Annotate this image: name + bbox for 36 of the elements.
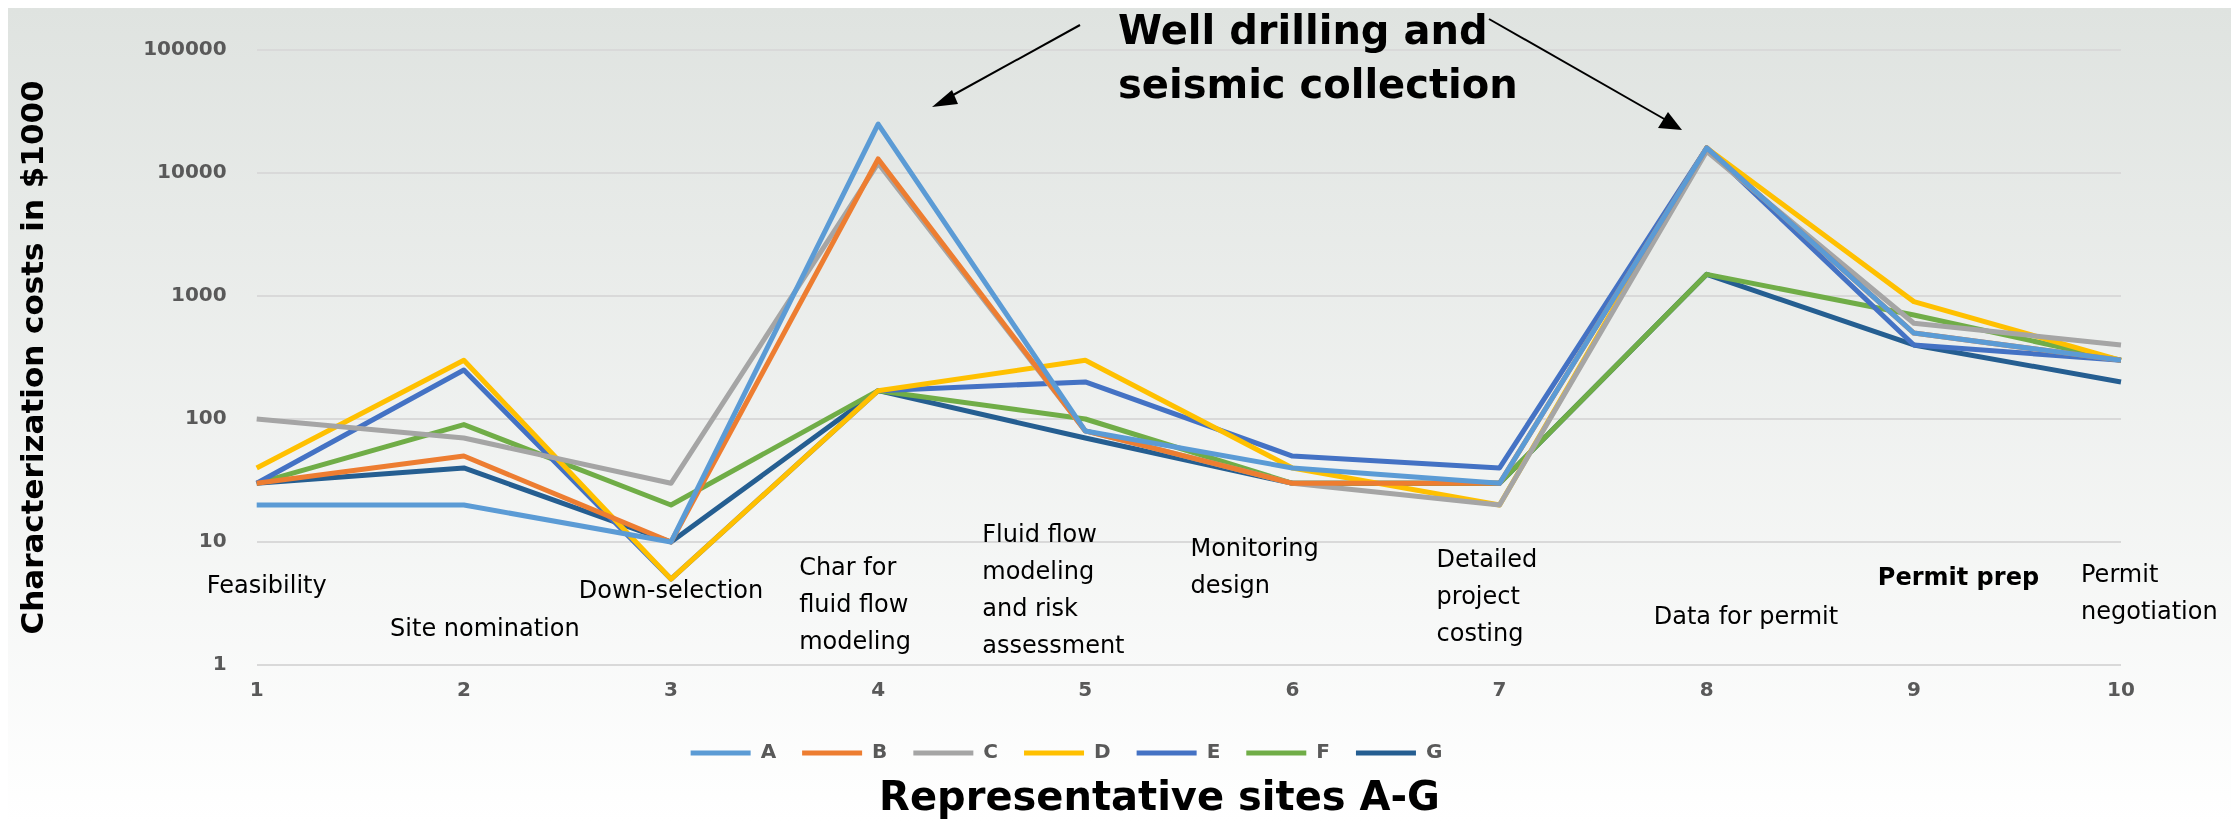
x-axis-title: Representative sites A-G [878, 773, 1441, 821]
legend-label: A [760, 739, 777, 764]
annotation: Permit negotiation [2081, 560, 2218, 626]
y-tick-label: 1 [212, 651, 227, 676]
x-tick-label: 3 [664, 677, 678, 702]
y-tick-label: 100000 [143, 36, 227, 61]
x-tick-label: 1 [249, 677, 264, 702]
legend-label: C [983, 739, 999, 764]
legend-label: G [1425, 739, 1443, 764]
annotation: Feasibility [206, 571, 327, 600]
y-tick-label: 10000 [157, 159, 227, 184]
annotation: Detailed project costing [1436, 545, 1538, 648]
legend-label: F [1316, 739, 1330, 764]
y-tick-label: 100 [184, 405, 227, 430]
annotation: Char for fluid flow modeling [799, 553, 911, 656]
x-tick-label: 5 [1078, 677, 1093, 702]
x-tick-label: 9 [1906, 677, 1921, 702]
annotation: Data for permit [1653, 602, 1839, 631]
y-axis-title: Characterization costs in $1000 [13, 80, 50, 635]
x-tick-label: 8 [1699, 677, 1714, 702]
annotation: Down-selection [578, 576, 764, 605]
y-tick-label: 1000 [171, 282, 227, 307]
x-tick-label: 2 [456, 677, 471, 702]
x-tick-label: 6 [1285, 677, 1300, 702]
legend-label: B [872, 739, 888, 764]
legend-label: D [1094, 739, 1111, 764]
y-tick-label: 10 [198, 528, 227, 553]
annotation: Permit prep [1877, 563, 2040, 592]
annotation: Well drilling and seismic collection [1118, 7, 1518, 108]
annotation: Fluid flow modeling and risk assessment [982, 520, 1125, 660]
x-tick-label: 10 [2107, 677, 2135, 702]
x-tick-label: 7 [1492, 677, 1507, 702]
legend-label: E [1206, 739, 1221, 764]
x-tick-label: 4 [871, 677, 886, 702]
annotation: Site nomination [390, 614, 580, 643]
annotation: Monitoring design [1190, 534, 1319, 600]
